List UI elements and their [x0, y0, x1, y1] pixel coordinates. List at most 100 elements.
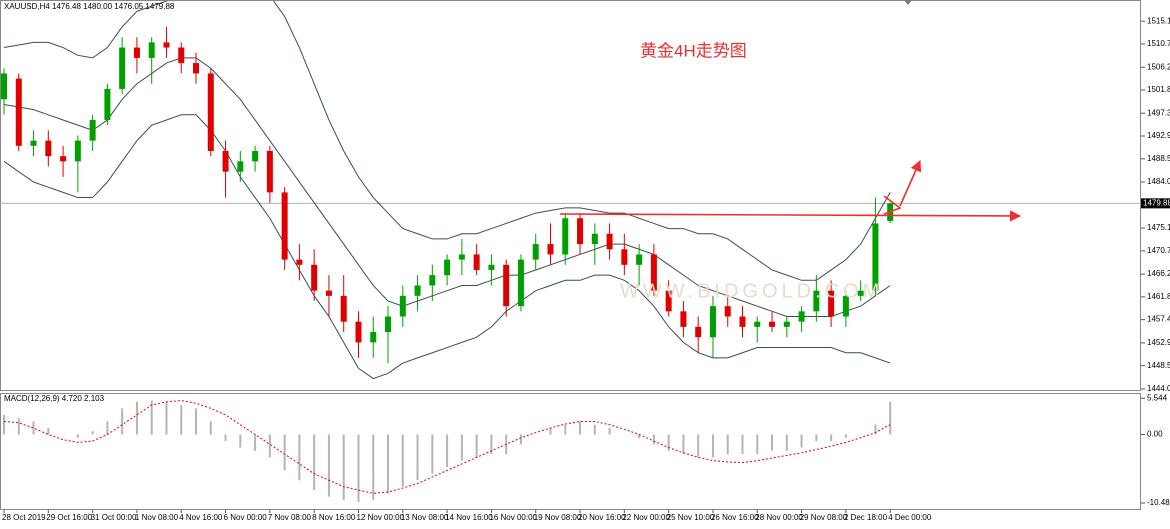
x-tick-label: 7 Nov 08:00: [268, 513, 312, 522]
candle-body: [577, 218, 584, 245]
candle-body: [119, 47, 126, 89]
x-tick-label: 8 Nov 16:00: [312, 513, 356, 522]
triangle-mark: [883, 195, 902, 215]
y-tick-label: 1457.40: [1147, 315, 1170, 324]
candle-body: [488, 264, 495, 270]
y-tick-label: 1448.50: [1147, 361, 1170, 370]
macd-tick-label: -10.485: [1147, 498, 1170, 507]
candle-body: [281, 192, 288, 260]
candle-body: [828, 290, 835, 317]
y-tick-label: 1492.90: [1147, 131, 1170, 140]
candle-body: [458, 254, 465, 260]
macd-plot: [3, 400, 892, 502]
y-tick-label: 1497.30: [1147, 108, 1170, 117]
candle-body: [695, 326, 702, 338]
candle-body: [754, 321, 761, 327]
candle-body: [207, 73, 214, 151]
x-tick-label: 1 Nov 08:00: [135, 513, 179, 522]
candle-body: [680, 311, 687, 327]
candle-body: [709, 306, 716, 338]
x-tick-label: 19 Nov 08:00: [534, 513, 582, 522]
candle-body: [74, 140, 81, 162]
candle-body: [370, 332, 377, 343]
candle-body: [517, 259, 524, 307]
y-tick-label: 1510.70: [1147, 39, 1170, 48]
candle-body: [89, 119, 96, 141]
macd-panel: [0, 393, 1141, 510]
candle-body: [355, 321, 362, 343]
candle-body: [591, 233, 598, 245]
last-price-label: 1479.88: [1143, 198, 1170, 207]
macd-tick-label: 5.544: [1147, 393, 1168, 402]
candle-body: [503, 264, 510, 307]
candle-body: [340, 295, 347, 322]
candle-body: [193, 63, 200, 74]
chart-title: 黄金4H走势图: [640, 41, 747, 60]
x-tick-label: 25 Nov 10:00: [667, 513, 715, 522]
candle-body: [15, 78, 22, 146]
axes: 1515.10 1510.70 1506.20 1501.80 1497.30 1492.…: [2, 16, 1170, 522]
candle-body: [798, 311, 805, 322]
candle-body: [222, 151, 229, 172]
candle-body: [266, 151, 273, 193]
x-tick-label: 29 Nov 08:00: [800, 513, 848, 522]
x-tick-label: 28 Nov 00:00: [755, 513, 803, 522]
candle-body: [237, 161, 244, 172]
candle-body: [429, 275, 436, 286]
up-arrow: [899, 159, 922, 207]
candle-body: [473, 254, 480, 270]
annotations: [559, 159, 1022, 222]
shift-marker: [904, 0, 912, 5]
y-tick-label: 1488.50: [1147, 154, 1170, 163]
candle-body: [252, 151, 259, 162]
candle-body: [813, 290, 820, 312]
watermark: WWW.BIDGOLD.COM: [620, 280, 883, 302]
x-tick-label: 26 Nov 16:00: [711, 513, 759, 522]
x-tick-label: 13 Nov 08:00: [401, 513, 449, 522]
candle-body: [650, 254, 657, 291]
candle-body: [296, 259, 303, 265]
x-tick-label: 6 Nov 00:00: [224, 513, 268, 522]
x-tick-label: 22 Nov 00:00: [622, 513, 670, 522]
x-tick-label: 14 Nov 16:00: [445, 513, 493, 522]
x-tick-label: 29 Oct 16:00: [46, 513, 92, 522]
candle-body: [1, 73, 7, 100]
candle-body: [148, 42, 155, 58]
candle-body: [769, 321, 776, 327]
macd-signal-line: [3, 400, 891, 494]
candle-body: [45, 140, 52, 157]
macd-tick-label: 0.00: [1147, 430, 1163, 439]
bollinger-band: [3, 114, 891, 380]
candle-body: [739, 316, 746, 327]
x-tick-label: 4 Dec 00:00: [888, 513, 932, 522]
macd-label: MACD(12,26,9) 4.720 2.103: [4, 394, 105, 403]
candle-body: [133, 47, 140, 58]
candle-body: [857, 290, 864, 296]
x-tick-label: 31 Oct 00:00: [91, 513, 137, 522]
candle-body: [562, 218, 569, 255]
candle-body: [872, 223, 879, 291]
symbol-label: XAUUSD,H4 1476.48 1480.00 1476.05 1479.8…: [4, 2, 175, 11]
candle-body: [30, 140, 37, 146]
y-tick-label: 1466.20: [1147, 269, 1170, 278]
candle-body: [532, 244, 539, 260]
main-plot: [0, 1, 1141, 380]
candle-body: [724, 306, 731, 317]
x-tick-label: 28 Oct 2019: [2, 513, 46, 522]
candle-body: [325, 290, 332, 296]
candle-body: [547, 244, 554, 255]
candle-body: [414, 285, 421, 296]
x-tick-label: 4 Nov 16:00: [179, 513, 223, 522]
y-tick-label: 1470.70: [1147, 246, 1170, 255]
candle-body: [665, 290, 672, 312]
candle-body: [163, 42, 170, 48]
candle-body: [311, 264, 318, 291]
x-tick-label: 2 Dec 18:00: [844, 513, 888, 522]
y-tick-label: 1506.20: [1147, 62, 1170, 71]
x-tick-label: 20 Nov 16:00: [578, 513, 626, 522]
candle-body: [606, 233, 613, 250]
candle-body: [636, 254, 643, 265]
candle-body: [842, 295, 849, 317]
resistance-arrow: [559, 210, 1022, 222]
